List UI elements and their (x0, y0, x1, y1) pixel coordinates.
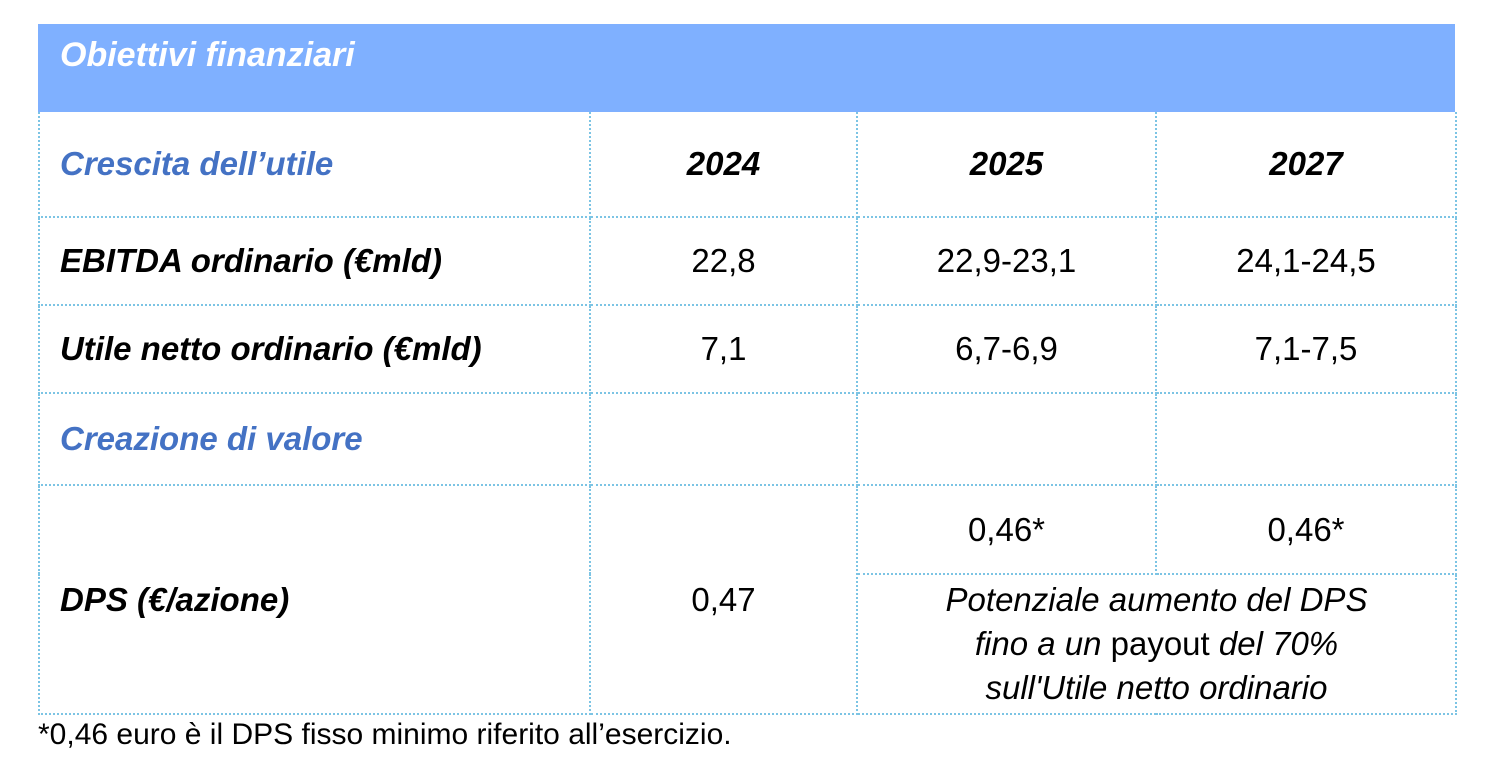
row-label-net-income: Utile netto ordinario (€mld) (38, 304, 591, 394)
note-text-payout: payout (1110, 625, 1210, 662)
empty-cell (1155, 392, 1457, 486)
table-row-dps: DPS (€/azione) 0,47 0,46* 0,46* (38, 484, 1457, 715)
financial-targets-table: Crescita dell’utile 2024 2025 2027 EBITD… (38, 112, 1457, 715)
table-row-net-income: Utile netto ordinario (€mld) 7,1 6,7-6,9… (38, 304, 1457, 394)
ebitda-2025: 22,9-23,1 (856, 216, 1157, 306)
section-heading-growth: Crescita dell’utile (38, 112, 591, 218)
net-income-2024: 7,1 (589, 304, 858, 394)
table-row-ebitda: EBITDA ordinario (€mld) 22,8 22,9-23,1 2… (38, 216, 1457, 306)
section-heading-value: Creazione di valore (38, 392, 591, 486)
ebitda-2024: 22,8 (589, 216, 858, 306)
dps-2025: 0,46* (856, 484, 1157, 575)
dps-growth-note: Potenziale aumento del DPS fino a un pay… (856, 573, 1457, 715)
dps-2024: 0,47 (589, 484, 858, 715)
note-text: del 70% (1209, 625, 1339, 662)
note-line: fino a un payout del 70% (858, 622, 1455, 666)
empty-cell (856, 392, 1157, 486)
table-title: Obiettivi finanziari (60, 36, 355, 74)
note-line: Potenziale aumento del DPS (945, 581, 1368, 618)
empty-cell (589, 392, 858, 486)
year-header-2024: 2024 (589, 112, 858, 218)
footnote: *0,46 euro è il DPS fisso minimo riferit… (38, 718, 732, 751)
note-text: fino a un (974, 625, 1111, 662)
net-income-2027: 7,1-7,5 (1155, 304, 1457, 394)
net-income-2025: 6,7-6,9 (856, 304, 1157, 394)
dps-2027: 0,46* (1155, 484, 1457, 575)
table-row-years: Crescita dell’utile 2024 2025 2027 (38, 112, 1457, 218)
year-header-2025: 2025 (856, 112, 1157, 218)
note-line: sull'Utile netto ordinario (985, 669, 1328, 706)
table-row-value-section: Creazione di valore (38, 392, 1457, 486)
row-label-dps: DPS (€/azione) (38, 484, 591, 715)
ebitda-2027: 24,1-24,5 (1155, 216, 1457, 306)
row-label-ebitda: EBITDA ordinario (€mld) (38, 216, 591, 306)
table-header-bar: Obiettivi finanziari (38, 24, 1455, 112)
table-row-dps-note: Potenziale aumento del DPS fino a un pay… (39, 573, 1457, 715)
year-header-2027: 2027 (1155, 112, 1457, 218)
